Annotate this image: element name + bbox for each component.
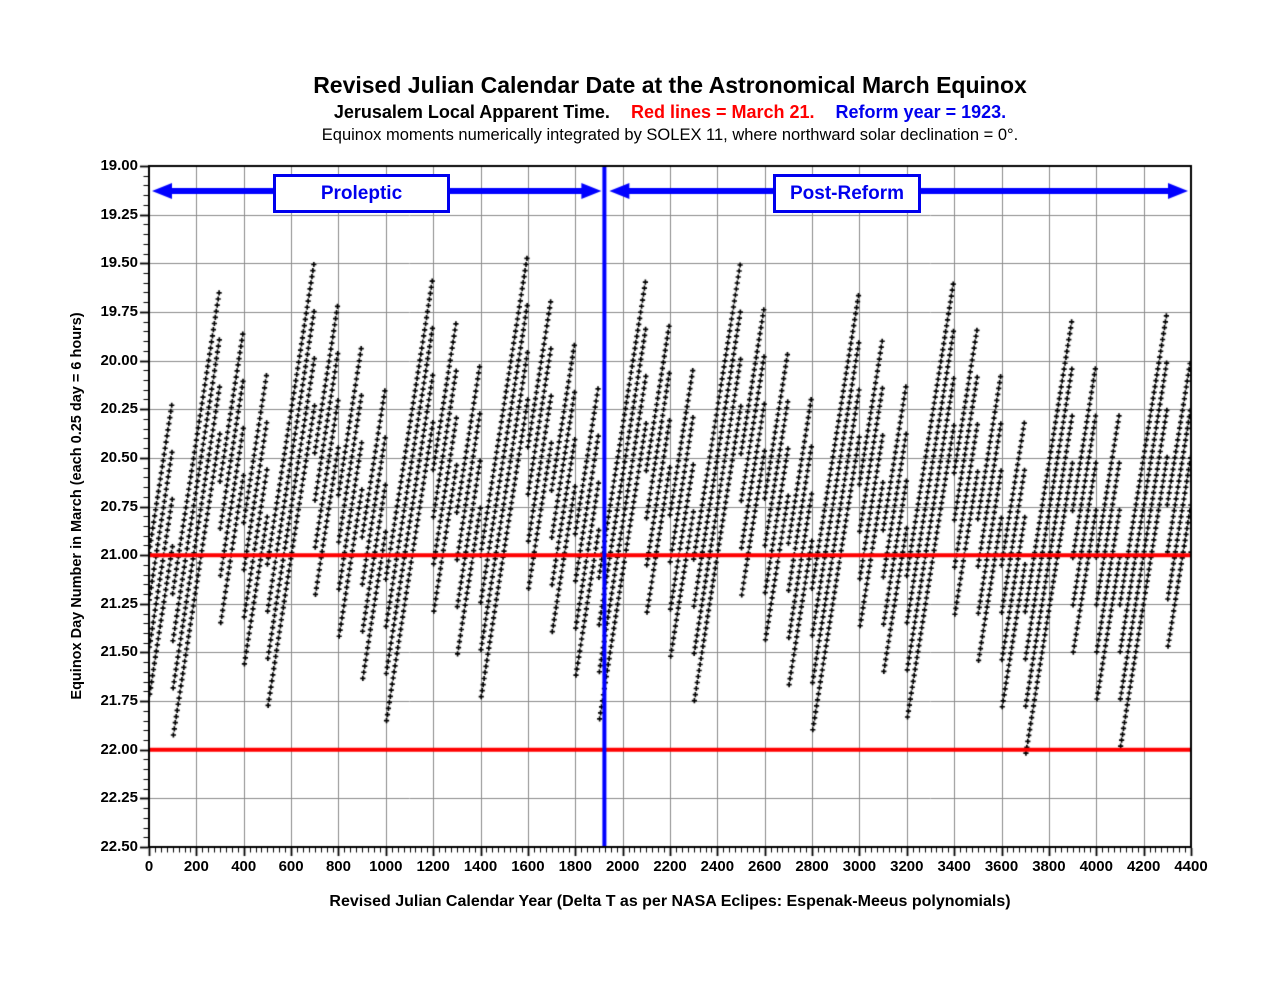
region-label-post-reform: Post-Reform: [773, 174, 921, 213]
region-label-proleptic: Proleptic: [273, 174, 450, 213]
